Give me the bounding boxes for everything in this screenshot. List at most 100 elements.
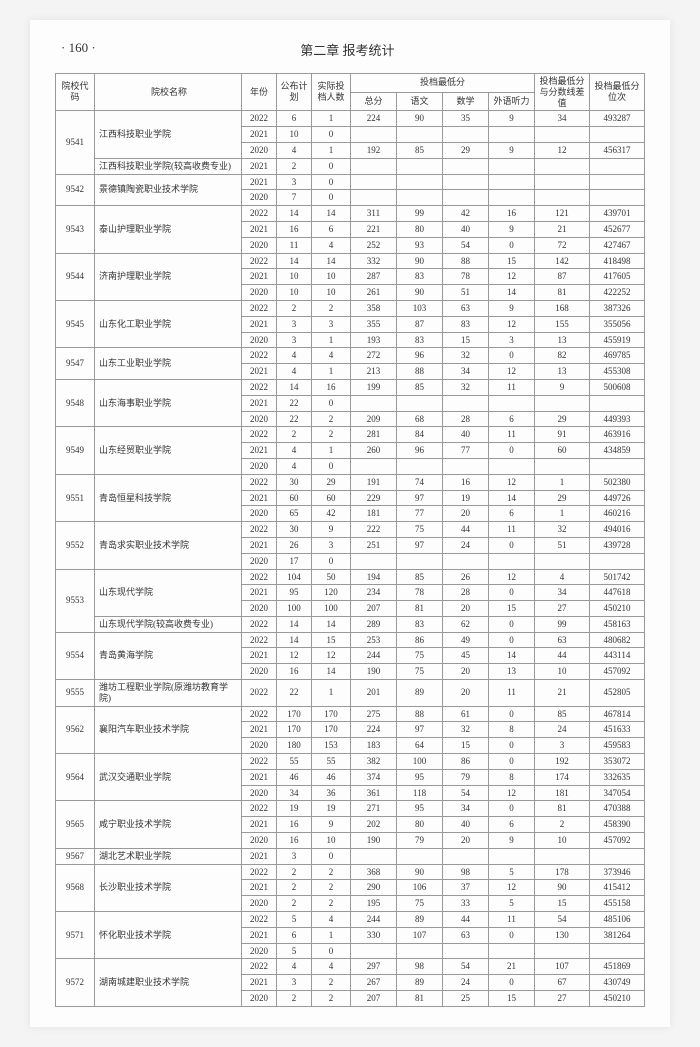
cell-diff: 1 bbox=[535, 506, 590, 522]
cell-rank: 439701 bbox=[590, 206, 645, 222]
cell-listening: 9 bbox=[489, 221, 535, 237]
table-row: 9542景德镇陶瓷职业技术学院202130 bbox=[56, 174, 645, 190]
cell-plan: 46 bbox=[277, 769, 312, 785]
cell-chinese: 89 bbox=[397, 912, 443, 928]
cell-actual: 36 bbox=[312, 785, 351, 801]
cell-listening: 8 bbox=[489, 769, 535, 785]
cell-math: 19 bbox=[443, 490, 489, 506]
school-code: 9542 bbox=[56, 174, 95, 206]
cell-total: 374 bbox=[351, 769, 397, 785]
cell-actual: 12 bbox=[312, 648, 351, 664]
cell-plan: 3 bbox=[277, 848, 312, 864]
school-name: 青岛黄海学院 bbox=[95, 632, 242, 679]
cell-actual: 1 bbox=[312, 142, 351, 158]
cell-year: 2022 bbox=[242, 616, 277, 632]
cell-rank: 449393 bbox=[590, 411, 645, 427]
cell-actual: 3 bbox=[312, 537, 351, 553]
cell-math bbox=[443, 174, 489, 190]
cell-plan: 4 bbox=[277, 348, 312, 364]
cell-math: 40 bbox=[443, 427, 489, 443]
cell-total bbox=[351, 127, 397, 143]
cell-actual: 50 bbox=[312, 569, 351, 585]
cell-math: 20 bbox=[443, 833, 489, 849]
cell-rank bbox=[590, 848, 645, 864]
cell-chinese: 86 bbox=[397, 632, 443, 648]
cell-rank bbox=[590, 127, 645, 143]
cell-plan: 2 bbox=[277, 300, 312, 316]
cell-listening: 0 bbox=[489, 537, 535, 553]
cell-total: 272 bbox=[351, 348, 397, 364]
cell-actual: 3 bbox=[312, 316, 351, 332]
cell-rank: 447618 bbox=[590, 585, 645, 601]
score-table: 院校代码 院校名称 年份 公布计划 实际投档人数 投档最低分 投档最低分与分数线… bbox=[55, 73, 645, 1007]
cell-total: 267 bbox=[351, 975, 397, 991]
col-plan: 公布计划 bbox=[277, 74, 312, 111]
cell-math: 20 bbox=[443, 506, 489, 522]
table-row: 9565咸宁职业技术学院202219192719534081470388 bbox=[56, 801, 645, 817]
cell-listening: 21 bbox=[489, 959, 535, 975]
cell-plan: 16 bbox=[277, 664, 312, 680]
cell-listening bbox=[489, 395, 535, 411]
cell-chinese: 90 bbox=[397, 111, 443, 127]
cell-plan: 100 bbox=[277, 601, 312, 617]
table-row: 9564武汉交通职业学院20225555382100860192353072 bbox=[56, 754, 645, 770]
cell-year: 2020 bbox=[242, 553, 277, 569]
cell-math: 32 bbox=[443, 379, 489, 395]
table-row: 9551青岛恒星科技学院202230291917416121502380 bbox=[56, 474, 645, 490]
cell-rank: 494016 bbox=[590, 522, 645, 538]
cell-math: 44 bbox=[443, 912, 489, 928]
cell-rank: 500608 bbox=[590, 379, 645, 395]
cell-actual: 9 bbox=[312, 817, 351, 833]
cell-year: 2021 bbox=[242, 269, 277, 285]
cell-chinese bbox=[397, 848, 443, 864]
cell-chinese: 97 bbox=[397, 537, 443, 553]
cell-total: 181 bbox=[351, 506, 397, 522]
cell-year: 2020 bbox=[242, 332, 277, 348]
cell-rank: 467814 bbox=[590, 706, 645, 722]
cell-total: 201 bbox=[351, 680, 397, 707]
cell-actual: 170 bbox=[312, 706, 351, 722]
cell-actual: 2 bbox=[312, 991, 351, 1007]
chapter-title: 第二章 报考统计 bbox=[96, 40, 599, 59]
school-name: 山东经贸职业学院 bbox=[95, 427, 242, 474]
cell-actual: 4 bbox=[312, 348, 351, 364]
cell-total: 190 bbox=[351, 664, 397, 680]
cell-chinese: 118 bbox=[397, 785, 443, 801]
cell-actual: 16 bbox=[312, 379, 351, 395]
cell-total: 199 bbox=[351, 379, 397, 395]
cell-total: 355 bbox=[351, 316, 397, 332]
cell-math: 29 bbox=[443, 142, 489, 158]
table-row: 9553山东现代学院2022104501948526124501742 bbox=[56, 569, 645, 585]
cell-plan: 170 bbox=[277, 722, 312, 738]
cell-chinese: 84 bbox=[397, 427, 443, 443]
cell-plan: 4 bbox=[277, 443, 312, 459]
cell-rank: 381264 bbox=[590, 927, 645, 943]
cell-rank: 455158 bbox=[590, 896, 645, 912]
cell-diff: 21 bbox=[535, 680, 590, 707]
cell-plan: 180 bbox=[277, 738, 312, 754]
cell-rank: 493287 bbox=[590, 111, 645, 127]
cell-actual: 2 bbox=[312, 411, 351, 427]
cell-diff bbox=[535, 190, 590, 206]
cell-listening: 3 bbox=[489, 332, 535, 348]
cell-plan: 19 bbox=[277, 801, 312, 817]
table-row: 9543泰山护理职业学院20221414311994216121439701 bbox=[56, 206, 645, 222]
cell-total: 332 bbox=[351, 253, 397, 269]
cell-rank: 470388 bbox=[590, 801, 645, 817]
cell-plan: 10 bbox=[277, 269, 312, 285]
cell-rank bbox=[590, 158, 645, 174]
cell-diff bbox=[535, 553, 590, 569]
cell-total: 260 bbox=[351, 443, 397, 459]
cell-listening bbox=[489, 553, 535, 569]
cell-math: 24 bbox=[443, 537, 489, 553]
cell-chinese: 77 bbox=[397, 506, 443, 522]
cell-total: 234 bbox=[351, 585, 397, 601]
cell-listening: 13 bbox=[489, 664, 535, 680]
cell-math: 25 bbox=[443, 991, 489, 1007]
cell-diff: 85 bbox=[535, 706, 590, 722]
cell-plan: 30 bbox=[277, 522, 312, 538]
cell-math: 54 bbox=[443, 785, 489, 801]
cell-diff bbox=[535, 395, 590, 411]
cell-chinese: 90 bbox=[397, 285, 443, 301]
cell-plan: 22 bbox=[277, 395, 312, 411]
